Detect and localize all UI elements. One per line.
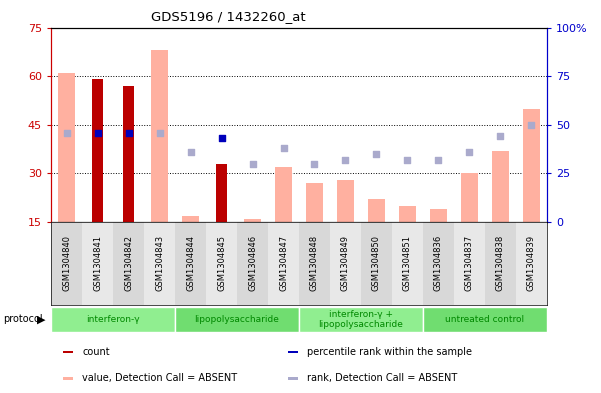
Point (279, 145, 288, 151)
Bar (485, 222, 516, 305)
Bar (430, 209, 447, 222)
Text: GSM1304848: GSM1304848 (310, 235, 319, 291)
Text: GSM1304844: GSM1304844 (186, 235, 195, 291)
Text: untreated control: untreated control (445, 315, 525, 324)
Bar (123, 86, 135, 222)
Point (124, 129, 133, 136)
Point (154, 129, 164, 136)
Text: GSM1304846: GSM1304846 (248, 235, 257, 291)
Text: GSM1304841: GSM1304841 (93, 235, 102, 291)
Text: percentile rank within the sample: percentile rank within the sample (308, 347, 472, 357)
Point (310, 160, 319, 167)
Bar (151, 50, 168, 222)
Text: GSM1304837: GSM1304837 (465, 235, 474, 292)
Text: GSM1304838: GSM1304838 (496, 235, 505, 292)
Bar (92, 79, 103, 222)
Bar (51, 222, 82, 305)
Text: GDS5196 / 1432260_at: GDS5196 / 1432260_at (151, 10, 306, 23)
Bar (392, 222, 423, 305)
Point (403, 157, 412, 163)
Point (496, 133, 505, 140)
Bar (63, 377, 73, 380)
Text: GSM1304850: GSM1304850 (372, 235, 381, 291)
Text: GSM1304836: GSM1304836 (434, 235, 443, 292)
Bar (288, 351, 298, 353)
Bar (82, 222, 113, 305)
Bar (206, 222, 237, 305)
Bar (299, 307, 423, 332)
Point (186, 149, 195, 155)
Bar (306, 183, 323, 222)
Text: ▶: ▶ (37, 314, 45, 324)
Bar (51, 307, 175, 332)
Point (434, 157, 444, 163)
Bar (423, 222, 454, 305)
Bar (461, 173, 478, 222)
Bar (423, 307, 547, 332)
Bar (244, 219, 261, 222)
Text: interferon-γ +
lipopolysaccharide: interferon-γ + lipopolysaccharide (319, 310, 403, 329)
Text: GSM1304849: GSM1304849 (341, 235, 350, 291)
Point (526, 121, 536, 128)
Bar (175, 222, 206, 305)
Point (341, 157, 350, 163)
Bar (237, 222, 268, 305)
Text: GSM1304839: GSM1304839 (527, 235, 536, 291)
Bar (492, 151, 509, 222)
Bar (275, 167, 292, 222)
Bar (63, 351, 73, 353)
Bar (268, 222, 299, 305)
Bar (399, 206, 416, 222)
Bar (454, 222, 485, 305)
Text: protocol: protocol (3, 314, 43, 324)
Text: GSM1304840: GSM1304840 (62, 235, 71, 291)
Point (93, 129, 102, 136)
Bar (216, 163, 227, 222)
Bar (523, 108, 540, 222)
Text: rank, Detection Call = ABSENT: rank, Detection Call = ABSENT (308, 373, 458, 383)
Bar (299, 222, 330, 305)
Bar (337, 180, 354, 222)
Text: GSM1304845: GSM1304845 (217, 235, 226, 291)
Text: value, Detection Call = ABSENT: value, Detection Call = ABSENT (82, 373, 237, 383)
Bar (330, 222, 361, 305)
Text: GSM1304843: GSM1304843 (155, 235, 164, 291)
Point (217, 135, 227, 141)
Bar (516, 222, 547, 305)
Text: GSM1304851: GSM1304851 (403, 235, 412, 291)
Bar (361, 222, 392, 305)
Bar (58, 73, 75, 222)
Point (371, 151, 381, 157)
Bar (144, 222, 175, 305)
Point (465, 149, 474, 155)
Text: GSM1304842: GSM1304842 (124, 235, 133, 291)
Point (62, 129, 72, 136)
Text: count: count (82, 347, 109, 357)
Text: GSM1304847: GSM1304847 (279, 235, 288, 291)
Text: interferon-γ: interferon-γ (87, 315, 140, 324)
Text: lipopolysaccharide: lipopolysaccharide (195, 315, 279, 324)
Bar (182, 215, 199, 222)
Bar (368, 199, 385, 222)
Bar (175, 307, 299, 332)
Point (248, 160, 257, 167)
Bar (113, 222, 144, 305)
Bar (288, 377, 298, 380)
